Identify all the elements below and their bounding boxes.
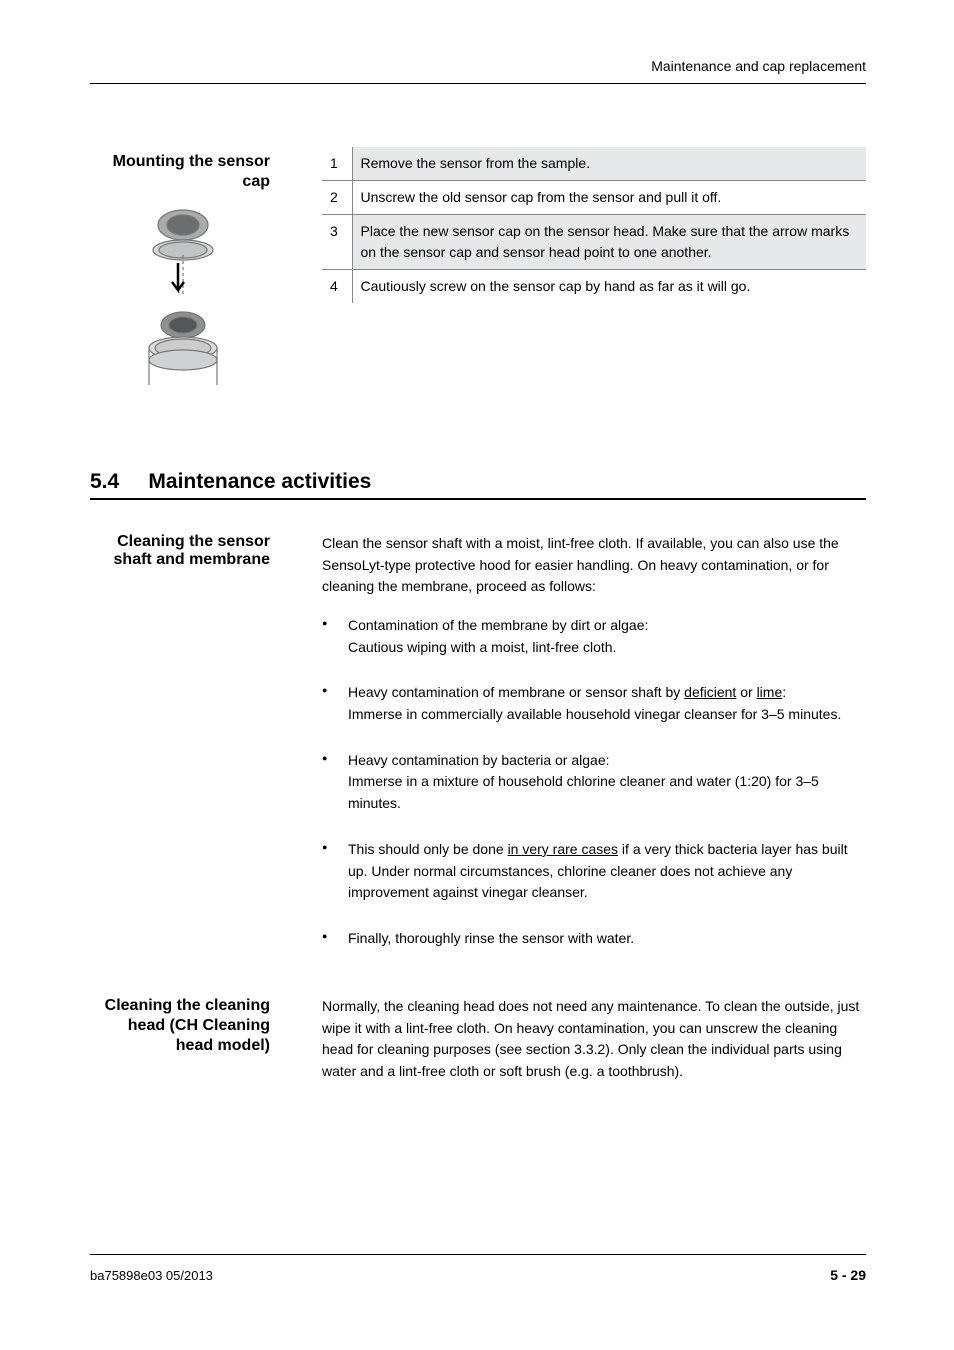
header-right-text: Maintenance and cap replacement	[651, 58, 866, 74]
section-heading: 5.4 Maintenance activities	[90, 470, 371, 494]
step-text: Place the new sensor cap on the sensor h…	[352, 215, 866, 270]
left-heading-cleaning-shaft: Cleaning the sensor shaft and membrane	[90, 533, 270, 569]
section-title-text: Maintenance activities	[148, 470, 371, 493]
step-number: 1	[322, 147, 352, 181]
step-text: Unscrew the old sensor cap from the sens…	[352, 181, 866, 215]
step-number: 3	[322, 215, 352, 270]
cleaning-intro-paragraph: Clean the sensor shaft with a moist, lin…	[322, 533, 866, 598]
step-number: 2	[322, 181, 352, 215]
header-rule	[90, 83, 866, 84]
left-heading-mounting: Mounting the sensor cap	[90, 152, 270, 192]
cleaning-steps-list: Contamination of the membrane by dirt or…	[322, 615, 866, 974]
table-row: 2 Unscrew the old sensor cap from the se…	[322, 181, 866, 215]
table-row: 4 Cautiously screw on the sensor cap by …	[322, 270, 866, 304]
footer-rule	[90, 1254, 866, 1255]
footer-page-number: 5 - 29	[830, 1267, 866, 1283]
footer-left-text: ba75898e03 05/2013	[90, 1268, 213, 1283]
left-heading-cleaning-head: Cleaning the cleaning head (CH Cleaning …	[90, 996, 270, 1056]
steps-table: 1 Remove the sensor from the sample. 2 U…	[322, 147, 866, 303]
step-text: Cautiously screw on the sensor cap by ha…	[352, 270, 866, 304]
list-item: Finally, thoroughly rinse the sensor wit…	[322, 928, 866, 950]
sensor-cap-illustration	[128, 200, 238, 400]
step-text: Remove the sensor from the sample.	[352, 147, 866, 181]
section-rule	[90, 498, 866, 500]
list-item: This should only be done in very rare ca…	[322, 839, 866, 904]
list-item: Heavy contamination by bacteria or algae…	[322, 750, 866, 815]
list-item: Contamination of the membrane by dirt or…	[322, 615, 866, 658]
list-item: Heavy contamination of membrane or senso…	[322, 682, 866, 725]
table-row: 1 Remove the sensor from the sample.	[322, 147, 866, 181]
table-row: 3 Place the new sensor cap on the sensor…	[322, 215, 866, 270]
step-number: 4	[322, 270, 352, 304]
section-number: 5.4	[90, 470, 119, 493]
cleaning-head-paragraph: Normally, the cleaning head does not nee…	[322, 996, 866, 1083]
